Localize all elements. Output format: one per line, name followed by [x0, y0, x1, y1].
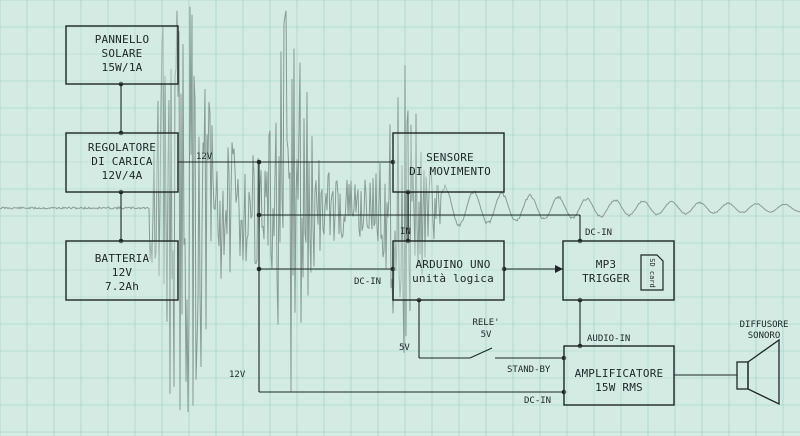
charge-controller-label-1: REGOLATORE [88, 141, 156, 154]
sd-card-label: SD card [648, 258, 656, 288]
speaker: DIFFUSORE SONORO [736, 320, 789, 406]
relay-switch [469, 347, 493, 359]
amplifier-label-2: 15W RMS [595, 381, 643, 394]
speaker-icon [736, 361, 749, 390]
label-dc-in-arduino: DC-IN [354, 277, 381, 287]
amplifier-label-1: AMPLIFICATORE [575, 367, 664, 380]
motion-sensor-label-1: SENSORE [426, 151, 474, 164]
arduino-label-2: unità logica [412, 272, 494, 285]
charge-controller-label-3: 12V/4A [102, 169, 143, 182]
seismograph-waveform [0, 6, 800, 413]
mp3-trigger-label-2: TRIGGER [582, 272, 630, 285]
speaker-cone-icon [747, 338, 780, 406]
label-in: IN [400, 227, 411, 237]
block-mp3-trigger: MP3 TRIGGER SD card [562, 240, 675, 301]
label-5v: 5V [399, 343, 410, 353]
block-arduino: ARDUINO UNO unità logica [392, 240, 505, 301]
block-amplifier: AMPLIFICATORE 15W RMS [563, 345, 675, 406]
relay-label-1: RELE' [472, 318, 499, 328]
speaker-label-1: DIFFUSORE [740, 320, 789, 330]
motion-sensor-label-2: DI MOVIMENTO [409, 165, 491, 178]
solar-panel-label-1: PANNELLO [95, 33, 150, 46]
wires [118, 81, 737, 395]
label-dc-in-mp3: DC-IN [585, 228, 612, 238]
sd-card-icon [640, 254, 664, 291]
label-dc-in-amplifier: DC-IN [524, 396, 551, 406]
label-stand-by: STAND-BY [507, 365, 551, 375]
mp3-trigger-label-1: MP3 [596, 258, 616, 271]
junction-dot [256, 212, 262, 218]
block-motion-sensor: SENSORE DI MOVIMENTO [392, 132, 505, 193]
arrow-head [555, 265, 563, 273]
junction-dot [256, 159, 262, 165]
block-charge-controller: REGOLATORE DI CARICA 12V/4A [65, 132, 179, 193]
solar-panel-label-2: SOLARE [102, 47, 143, 60]
arduino-label-1: ARDUINO UNO [415, 258, 490, 271]
junction-dot [256, 266, 262, 272]
battery-label-2: 12V [112, 266, 133, 279]
speaker-label-2: SONORO [748, 331, 781, 341]
battery-label-1: BATTERIA [95, 252, 150, 265]
block-battery: BATTERIA 12V 7.2Ah [65, 240, 179, 301]
block-solar-panel: PANNELLO SOLARE 15W/1A [65, 25, 179, 85]
charge-controller-label-2: DI CARICA [91, 155, 153, 168]
relay-label-2: 5V [481, 330, 492, 340]
battery-label-3: 7.2Ah [105, 280, 139, 293]
label-audio-in: AUDIO-IN [587, 334, 630, 344]
label-12v-bottom: 12V [229, 370, 246, 380]
label-12v-top: 12V [196, 152, 213, 162]
solar-panel-label-3: 15W/1A [102, 61, 143, 74]
connection-labels: 12V IN DC-IN DC-IN 5V 12V AUDIO-IN STAND… [196, 152, 630, 406]
